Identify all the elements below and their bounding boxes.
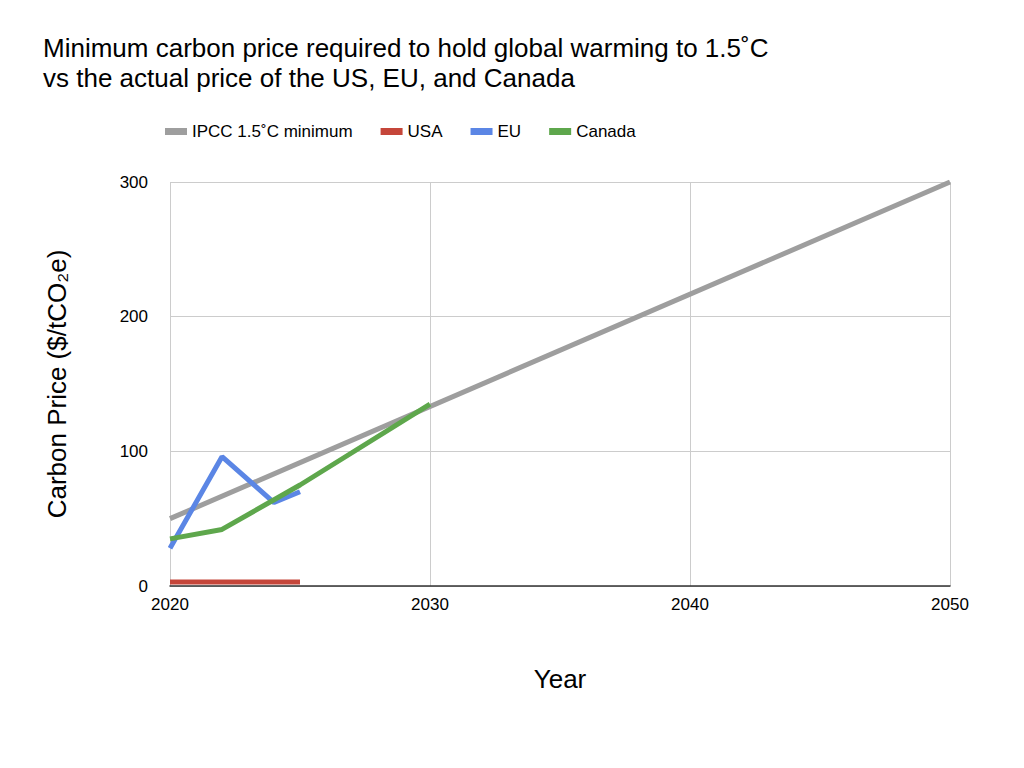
svg-text:2040: 2040 [671,595,709,614]
svg-text:vs the actual price of the US,: vs the actual price of the US, EU, and C… [43,63,575,93]
svg-text:Carbon Price ($/tCO₂e): Carbon Price ($/tCO₂e) [42,250,72,519]
svg-text:300: 300 [120,173,148,192]
svg-text:Year: Year [534,664,587,694]
svg-text:Canada: Canada [576,122,636,141]
svg-text:USA: USA [408,122,444,141]
svg-text:EU: EU [498,122,522,141]
svg-text:2020: 2020 [151,595,189,614]
svg-text:2050: 2050 [931,595,969,614]
svg-text:100: 100 [120,442,148,461]
svg-text:2030: 2030 [411,595,449,614]
svg-text:0: 0 [139,577,148,596]
svg-text:Minimum carbon price required: Minimum carbon price required to hold gl… [43,33,768,63]
svg-text:IPCC 1.5˚C minimum: IPCC 1.5˚C minimum [192,122,353,141]
svg-text:200: 200 [120,307,148,326]
